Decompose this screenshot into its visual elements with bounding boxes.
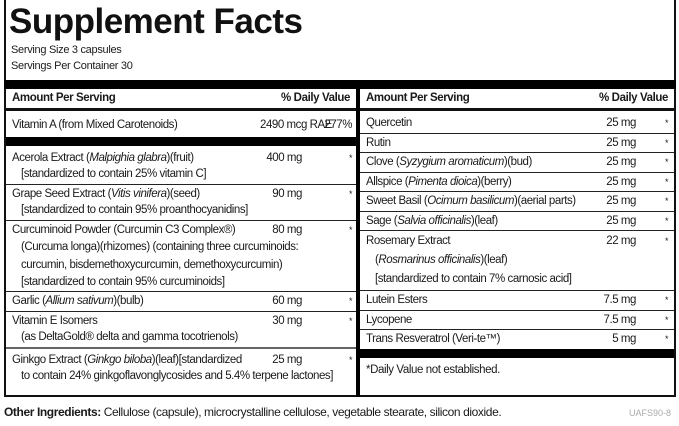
ingredient-row: Ginkgo Extract (Ginkgo biloba)(leaf)[sta… [6,349,356,386]
ingredient-name: Vitamin E Isomers (as DeltaGold® delta an… [12,314,238,344]
ingredient-dv: * [348,354,353,365]
ingredient-name: Curcuminoid Powder (Curcumin C3 Complex®… [12,223,299,288]
ingredient-amount: 25 mg [606,175,636,188]
ingredient-amount: 25 mg [606,195,636,207]
nutrient-row: Vitamin A (from Mixed Carotenoids) 2490 … [6,111,356,135]
ingredient-row: Quercetin 25 mg * [360,111,674,134]
ingredient-dv: * [664,176,669,187]
amount-header: Amount Per Serving [12,92,116,104]
ingredient-name: Sage (Salvia officinalis)(leaf) [366,214,498,227]
ingredient-amount: 25 mg [606,156,636,168]
ingredient-dv: * [664,295,669,305]
nutrient-name: Vitamin A (from Mixed Carotenoids) [12,119,178,131]
dv-header: % Daily Value [281,92,350,104]
right-column: Amount Per Serving % Daily Value Quercet… [360,89,674,376]
ingredient-amount: 22 mg [606,235,636,247]
column-header: Amount Per Serving % Daily Value [360,89,674,111]
ingredient-dv: * [664,157,669,167]
ingredient-row: Sweet Basil (Ocimum basilicum)(aerial pa… [360,192,674,212]
ingredient-dv: * [348,152,353,163]
ingredient-row: Clove (Syzygium aromaticum)(bud) 25 mg * [360,153,674,173]
nutrient-dv: 277% [324,119,352,131]
ingredient-row: Rutin 25 mg * [360,134,674,153]
ingredient-name: Allspice (Pimenta dioica)(berry) [366,175,512,188]
ingredient-dv: * [348,188,353,199]
ingredient-dv: * [664,314,669,325]
ingredient-row: Allspice (Pimenta dioica)(berry) 25 mg * [360,173,674,192]
ingredient-dv: * [664,118,669,128]
label-code: UAFS90-8 [628,408,671,418]
serving-size: Serving Size 3 capsules [11,44,122,56]
ingredient-name: Sweet Basil (Ocimum basilicum)(aerial pa… [366,195,576,207]
ingredient-name: Garlic (Allium sativum)(bulb) [12,295,144,307]
ingredient-row: Rosemary Extract (Rosmarinus officinalis)… [360,231,674,291]
ingredient-row: Lutein Esters 7.5 mg * [360,291,674,311]
ingredient-dv: * [664,196,669,206]
ingredient-amount: 80 mg [272,223,302,236]
ingredient-dv: * [348,296,353,306]
ingredient-amount: 5 mg [612,333,636,345]
ingredient-amount: 25 mg [606,214,636,227]
ingredient-row: Lycopene 7.5 mg * [360,311,674,330]
other-ingredients: Other Ingredients: Cellulose (capsule), … [4,405,502,419]
ingredient-dv: * [664,137,669,148]
divider-bar [6,136,356,146]
ingredient-amount: 90 mg [272,187,302,200]
ingredient-name: Acerola Extract (Malpighia glabra)(fruit… [12,151,207,181]
column-divider [356,80,360,397]
column-header: Amount Per Serving % Daily Value [6,89,356,111]
ingredient-row: Garlic (Allium sativum)(bulb) 60 mg * [6,292,356,312]
ingredient-name: Ginkgo Extract (Ginkgo biloba)(leaf)[sta… [12,353,333,383]
ingredient-amount: 400 mg [266,151,302,164]
ingredient-amount: 7.5 mg [603,313,637,326]
nutrient-amount: 2490 mcg RAE [260,119,332,131]
ingredient-dv: * [664,215,669,226]
ingredient-row: Curcuminoid Powder (Curcumin C3 Complex®… [6,221,356,292]
ingredient-amount: 60 mg [272,295,302,307]
divider-bar [4,80,676,89]
ingredient-name: Trans Resveratrol (Veri-te™) [366,333,500,345]
ingredient-name: Lycopene [366,313,412,326]
ingredient-name: Clove (Syzygium aromaticum)(bud) [366,156,532,168]
ingredient-row: Vitamin E Isomers (as DeltaGold® delta an… [6,312,356,349]
ingredient-dv: * [664,334,669,344]
ingredient-row: Trans Resveratrol (Veri-te™) 5 mg * [360,330,674,349]
ingredient-amount: 30 mg [272,314,302,327]
footnote: *Daily Value not established. [366,363,500,376]
ingredient-name: Lutein Esters [366,294,428,306]
ingredient-name: Grape Seed Extract (Vitis vinifera)(seed… [12,187,248,217]
ingredient-amount: 25 mg [606,136,636,149]
ingredient-row: Grape Seed Extract (Vitis vinifera)(seed… [6,185,356,221]
servings-per-container: Servings Per Container 30 [11,60,133,72]
supplement-facts-panel [4,0,676,397]
ingredient-row: Sage (Salvia officinalis)(leaf) 25 mg * [360,212,674,231]
ingredient-name: Rosemary Extract (Rosmarinus officinalis)… [366,235,572,285]
ingredient-dv: * [348,224,353,235]
ingredient-amount: 7.5 mg [603,294,637,306]
ingredient-dv: * [348,315,353,326]
ingredient-name: Quercetin [366,117,412,129]
ingredient-amount: 25 mg [272,353,302,366]
divider-bar [360,348,674,358]
ingredient-row: Acerola Extract (Malpighia glabra)(fruit… [6,146,356,185]
ingredient-dv: * [664,236,669,246]
amount-header: Amount Per Serving [366,92,470,104]
left-column: Amount Per Serving % Daily Value Vitamin… [6,89,356,386]
ingredient-name: Rutin [366,136,391,149]
dv-header: % Daily Value [599,92,668,104]
panel-title: Supplement Facts [9,2,303,41]
ingredient-amount: 25 mg [606,117,636,129]
